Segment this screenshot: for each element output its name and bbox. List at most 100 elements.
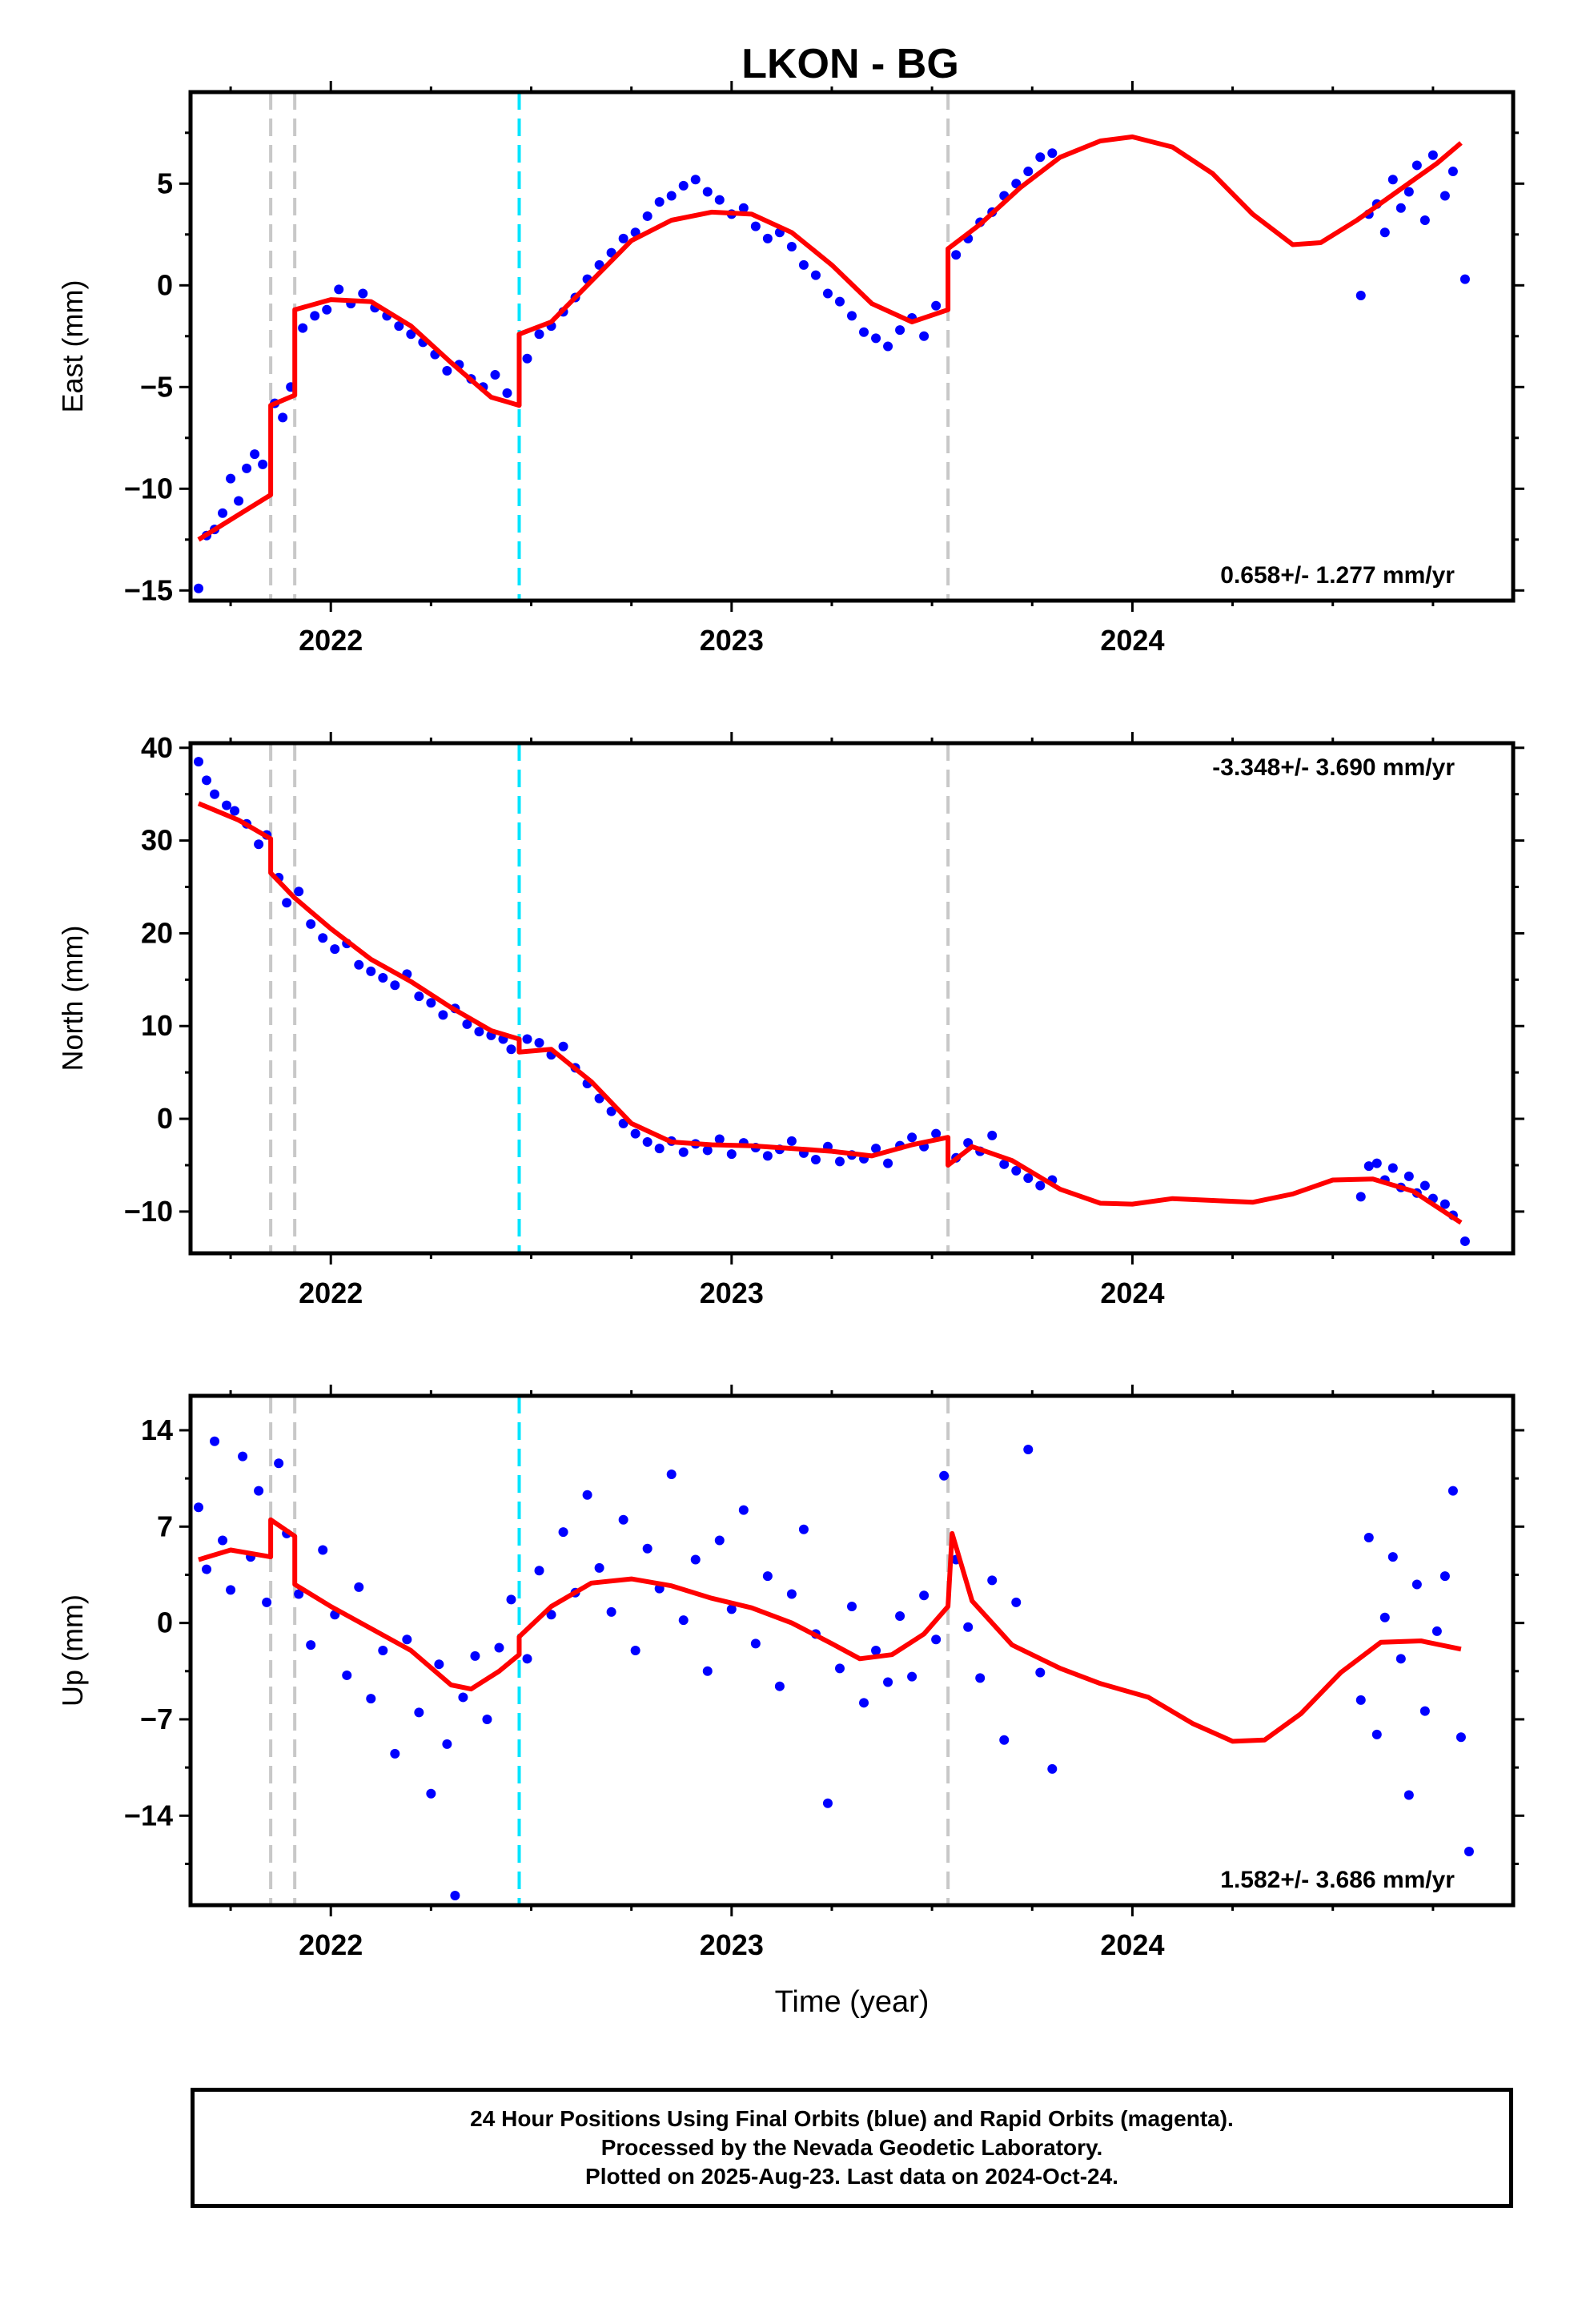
east-y-tick-label: −10	[124, 472, 173, 505]
north-point	[202, 775, 212, 786]
north-y-tick-label: 40	[141, 731, 173, 764]
east-point	[310, 311, 320, 321]
east-point	[534, 329, 544, 340]
up-y-tick-label: 7	[157, 1510, 173, 1542]
east-point	[258, 459, 268, 469]
east-point	[762, 233, 773, 243]
east-point	[1035, 152, 1046, 163]
east-point	[750, 221, 761, 231]
north-point	[230, 806, 240, 816]
north-point	[558, 1041, 568, 1051]
up-point	[558, 1527, 568, 1538]
up-point	[738, 1505, 749, 1515]
up-point	[939, 1470, 950, 1481]
up-point	[262, 1597, 272, 1607]
up-point	[907, 1671, 917, 1682]
north-point	[810, 1155, 821, 1165]
up-point	[434, 1659, 444, 1670]
east-point	[738, 203, 749, 213]
north-point	[534, 1038, 544, 1048]
up-panel: 2022 2023 2024 −14 −7 0 7 14 Up (mm) 1.582+/- 3.6…	[56, 1376, 1524, 1961]
north-point	[222, 800, 232, 810]
up-point	[1011, 1597, 1022, 1607]
north-x-tick-label: 2023	[700, 1277, 764, 1309]
east-point	[642, 211, 652, 221]
east-point	[810, 270, 821, 280]
north-y-tick-label: 0	[157, 1102, 173, 1135]
north-point	[642, 1137, 652, 1148]
up-point	[482, 1714, 492, 1724]
up-y-tick-label: −7	[140, 1703, 173, 1735]
up-point	[1387, 1552, 1398, 1562]
east-point	[1447, 167, 1458, 177]
east-point	[218, 508, 228, 518]
north-point	[330, 944, 340, 955]
up-y-tick-label: −14	[124, 1799, 173, 1831]
east-point	[834, 296, 845, 307]
east-point	[334, 284, 344, 295]
footer-line-2: Processed by the Nevada Geodetic Laborat…	[600, 2135, 1103, 2160]
north-point	[987, 1130, 998, 1140]
east-point	[1411, 160, 1422, 171]
up-point	[342, 1670, 352, 1680]
east-point	[883, 341, 893, 352]
north-point	[354, 959, 364, 970]
east-y-tick-label: −5	[140, 370, 173, 403]
up-point	[402, 1634, 412, 1645]
north-point	[1419, 1180, 1430, 1191]
north-point	[1035, 1180, 1046, 1191]
up-point	[274, 1458, 284, 1469]
east-point	[522, 353, 532, 364]
up-point	[1395, 1654, 1406, 1664]
up-point	[666, 1469, 677, 1479]
east-point	[442, 365, 452, 376]
up-point	[1424, 1376, 1434, 1385]
east-point	[1355, 291, 1366, 300]
north-point	[1355, 1192, 1366, 1202]
north-point	[438, 1010, 448, 1020]
east-point	[859, 327, 869, 337]
north-point	[1460, 1236, 1470, 1246]
footer-note: 24 Hour Positions Using Final Orbits (bl…	[191, 2088, 1513, 2208]
north-point	[1403, 1171, 1414, 1181]
up-point	[859, 1698, 869, 1708]
up-point	[871, 1646, 881, 1655]
up-point	[702, 1666, 713, 1676]
up-point	[762, 1571, 773, 1582]
up-x-tick-label: 2023	[700, 1928, 764, 1961]
north-y-tick-label: −10	[124, 1195, 173, 1228]
east-point	[1387, 175, 1398, 185]
up-point	[522, 1654, 532, 1664]
up-point	[210, 1436, 220, 1446]
east-point	[194, 583, 204, 593]
east-point	[931, 300, 942, 311]
up-point	[306, 1640, 316, 1651]
up-model-line	[198, 1517, 1462, 1744]
up-point	[1379, 1612, 1390, 1622]
up-point	[1047, 1763, 1058, 1774]
east-point	[1023, 167, 1034, 177]
up-point	[1403, 1790, 1414, 1800]
north-point	[883, 1158, 893, 1168]
east-point	[1379, 227, 1390, 238]
up-point	[294, 1589, 304, 1599]
east-x-tick-label: 2024	[1100, 624, 1164, 657]
east-point	[951, 250, 962, 260]
north-point	[630, 1128, 640, 1139]
east-point	[847, 311, 857, 321]
up-point	[318, 1545, 328, 1555]
east-point	[226, 473, 236, 484]
north-point	[194, 757, 204, 767]
east-point	[1047, 148, 1058, 159]
north-point	[306, 919, 316, 929]
up-y-tick-label: 0	[157, 1606, 173, 1639]
north-point	[1439, 1199, 1450, 1209]
up-plot-area	[191, 1396, 1513, 1905]
up-point	[919, 1590, 930, 1601]
x-axis-label: Time (year)	[775, 1985, 930, 2019]
north-point	[1387, 1163, 1398, 1173]
north-point	[702, 1145, 713, 1156]
north-point	[834, 1156, 845, 1167]
north-point	[1371, 1158, 1382, 1168]
